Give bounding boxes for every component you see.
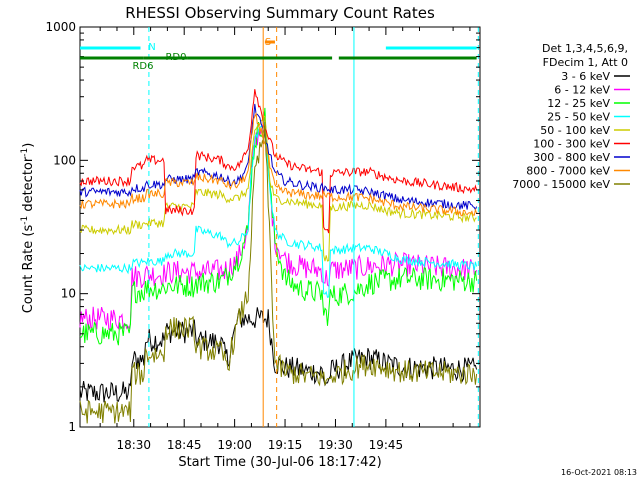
series-line-7 [79,111,478,217]
legend-header-line1: Det 1,3,4,5,6,9, [542,42,628,55]
legend-entry-label-2: 12 - 25 keV [547,97,610,110]
plot-frame [79,26,481,428]
y-tick-label-0: 1 [68,420,76,434]
data-layer [79,27,479,427]
annotation-label-1: RD6 [132,61,153,72]
x-tick-label-2: 19:00 [217,438,252,452]
y-tick-label-2: 100 [53,153,76,167]
axes-layer: 1 10 100 1000 18:30 18:45 19:00 19:15 19:30 19:45 [45,20,480,452]
x-tick-label-4: 19:30 [318,438,353,452]
legend-entry-label-7: 800 - 7000 keV [526,165,610,178]
legend-entry-label-6: 300 - 800 keV [533,151,610,164]
legend-header-line2: FDecim 1, Att 0 [543,56,628,69]
series-line-6 [79,103,478,211]
annotation-label-3: S [265,37,271,48]
y-axis-label-main: Count Rate (s [21,225,36,314]
x-tick-label-3: 19:15 [268,438,303,452]
timestamp: 16-Oct-2021 08:13 [561,468,637,477]
legend-entry-label-4: 50 - 100 keV [540,124,610,137]
series-line-1 [79,111,478,331]
y-tick-label-1: 10 [61,287,76,301]
legend: Det 1,3,4,5,6,9, FDecim 1, Att 0 3 - 6 k… [512,42,630,191]
annotation-layer: N RD6 RD0 S [80,37,477,72]
series-line-4 [79,114,477,262]
x-tick-label-5: 19:45 [369,438,404,452]
chart-title: RHESSI Observing Summary Count Rates [125,4,435,22]
x-tick-label-0: 18:30 [116,438,151,452]
y-axis-label-sup2: -1 [20,148,30,157]
x-axis-label: Start Time (30-Jul-06 18:17:42) [178,455,381,470]
y-axis-label-end: ) [21,143,36,148]
annotation-label-2: RD0 [165,52,186,63]
series-line-3 [79,122,478,298]
y-axis-label: Count Rate (s-1 detector-1) [20,143,36,314]
legend-entry-label-8: 7000 - 15000 keV [512,178,610,191]
legend-entry-label-1: 6 - 12 keV [554,84,610,97]
legend-entry-label-3: 25 - 50 keV [547,111,610,124]
x-tick-label-1: 18:45 [167,438,202,452]
y-axis-label-sup1: -1 [20,216,30,225]
y-tick-label-3: 1000 [45,20,76,34]
y-axis-label-mid: detector [21,156,36,216]
series-line-5 [79,89,478,234]
series-line-8 [79,121,478,424]
legend-entry-label-0: 3 - 6 keV [561,70,610,83]
legend-entry-label-5: 100 - 300 keV [533,138,610,151]
annotation-label-0: N [148,42,155,53]
series-line-0 [79,307,478,403]
series-line-2 [79,107,478,346]
